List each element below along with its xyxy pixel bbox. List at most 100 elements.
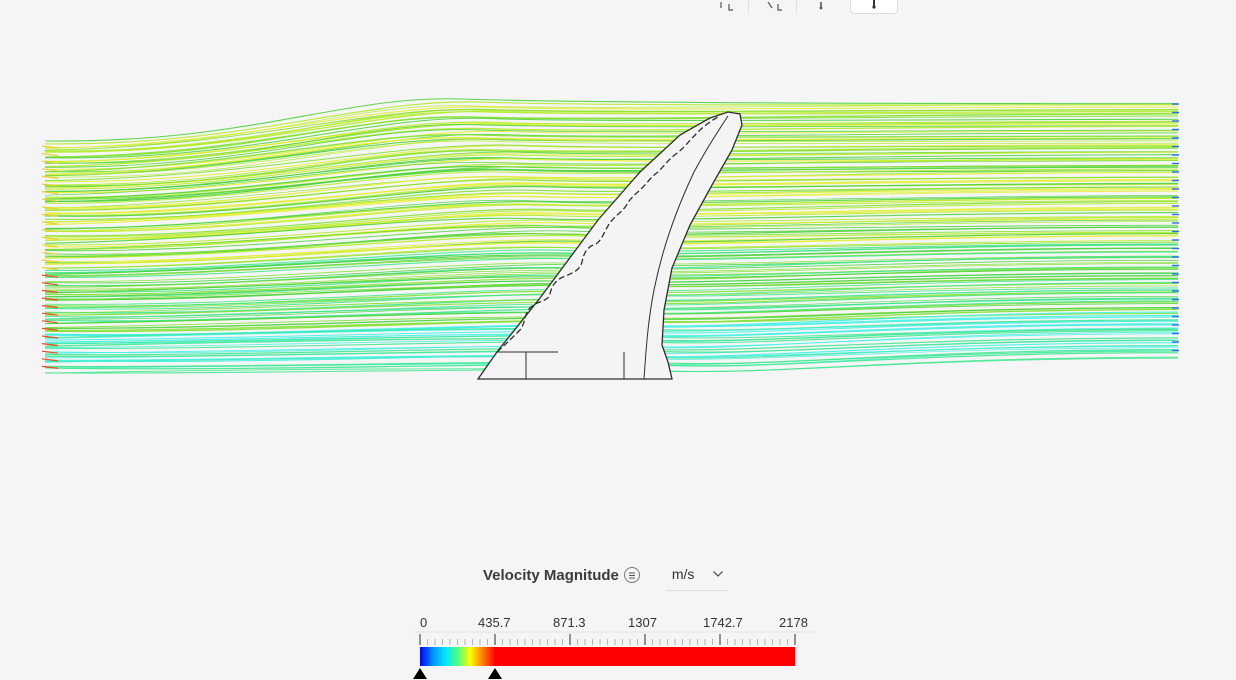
zoom-region-icon: [767, 2, 782, 11]
streamline: [44, 171, 1179, 209]
streamline: [44, 130, 1179, 170]
color-legend: 0 435.7 871.3 1307 1742.7 2178: [413, 615, 815, 679]
inlet-marker: [41, 168, 59, 172]
streamline: [44, 101, 1179, 145]
streamline: [44, 169, 1179, 203]
streamline: [44, 209, 1179, 242]
streamline: [44, 111, 1179, 153]
streamline: [44, 146, 1179, 186]
probe-button[interactable]: [796, 0, 844, 14]
streamline: [44, 136, 1179, 176]
probe-icon: [819, 2, 822, 10]
inlet-marker: [41, 153, 59, 157]
inlet-marker: [41, 320, 59, 324]
streamline: [44, 176, 1179, 211]
streamline: [44, 132, 1179, 173]
streamline: [44, 224, 1179, 252]
legend-header: Velocity Magnitude m/s: [483, 559, 728, 591]
streamline-scene: [41, 98, 1179, 380]
inlet-marker: [41, 145, 59, 149]
legend-tick-label: 435.7: [478, 615, 511, 630]
inlet-marker: [41, 183, 59, 187]
legend-tick-label: 1307: [628, 615, 657, 630]
legend-menu-button[interactable]: [623, 567, 640, 583]
inlet-marker: [41, 229, 59, 233]
streamline: [44, 140, 1179, 178]
legend-handles: [413, 668, 502, 679]
legend-max-handle[interactable]: [488, 668, 502, 679]
streamline: [44, 196, 1179, 230]
streamline: [44, 200, 1179, 233]
streamline: [44, 151, 1179, 190]
inlet-marker: [41, 365, 59, 369]
streamline: [44, 115, 1179, 158]
streamline: [44, 104, 1179, 148]
streamline: [44, 144, 1179, 182]
streamline: [44, 106, 1179, 149]
unit-select[interactable]: m/s: [665, 559, 728, 591]
streamline: [44, 189, 1179, 226]
pointer-button[interactable]: [850, 0, 898, 14]
legend-tick-label: 871.3: [553, 615, 586, 630]
inlet-marker: [41, 213, 59, 217]
streamline: [44, 216, 1179, 246]
inlet-marker: [41, 221, 59, 225]
streamline: [44, 121, 1179, 164]
legend-tick-label: 2178: [779, 615, 808, 630]
inlet-marker: [41, 160, 59, 164]
streamline: [44, 190, 1179, 225]
fit-view-icon: [720, 2, 733, 11]
streamline: [44, 160, 1179, 196]
streamline: [44, 98, 1179, 142]
fin-shape: [476, 111, 743, 380]
streamline: [44, 243, 1179, 271]
inlet-marker: [41, 259, 59, 263]
streamline: [44, 203, 1179, 238]
inlet-marker: [41, 236, 59, 240]
inlet-marker: [41, 297, 59, 301]
inlet-marker: [41, 206, 59, 210]
legend-tick-label: 1742.7: [703, 615, 743, 630]
streamline: [44, 235, 1179, 265]
3d-viewport[interactable]: [0, 0, 1236, 540]
legend-gradient-bar: [420, 647, 495, 666]
inlet-marker: [41, 358, 59, 362]
streamline: [44, 231, 1179, 259]
inlet-marker: [41, 289, 59, 293]
streamline: [44, 187, 1179, 223]
streamline: [44, 129, 1179, 168]
legend-red-bar: [420, 647, 795, 666]
fin-geometry: [476, 111, 743, 380]
streamline: [44, 125, 1179, 168]
inlet-marker: [41, 343, 59, 347]
streamline: [44, 179, 1179, 215]
unit-value: m/s: [671, 565, 695, 582]
streamline: [44, 201, 1179, 237]
zoom-region-button[interactable]: [748, 0, 796, 14]
fin-inner-line: [643, 115, 729, 380]
legend-tick-labels: 0 435.7 871.3 1307 1742.7 2178: [420, 615, 808, 630]
inlet-marker: [41, 350, 59, 354]
streamline: [44, 147, 1179, 187]
streamline: [44, 230, 1179, 257]
streamline: [44, 212, 1179, 244]
streamline: [44, 110, 1179, 153]
fin-leading-edge: [496, 115, 721, 353]
inlet-marker: [41, 251, 59, 255]
streamline: [44, 168, 1179, 204]
inlet-marker: [41, 274, 59, 278]
fit-view-button[interactable]: [700, 0, 748, 14]
streamline: [44, 182, 1179, 217]
legend-title: Velocity Magnitude: [483, 566, 619, 584]
inlet-marker: [41, 327, 59, 331]
inlet-marker: [41, 244, 59, 248]
fin-base: [478, 351, 672, 380]
legend-min-handle[interactable]: [413, 668, 427, 679]
inlet-marker: [41, 267, 59, 271]
streamline: [44, 219, 1179, 251]
streamline: [44, 186, 1179, 221]
streamline: [44, 133, 1179, 173]
inlet-marker: [41, 175, 59, 179]
streamline: [44, 117, 1179, 159]
inlet-marker: [41, 335, 59, 339]
